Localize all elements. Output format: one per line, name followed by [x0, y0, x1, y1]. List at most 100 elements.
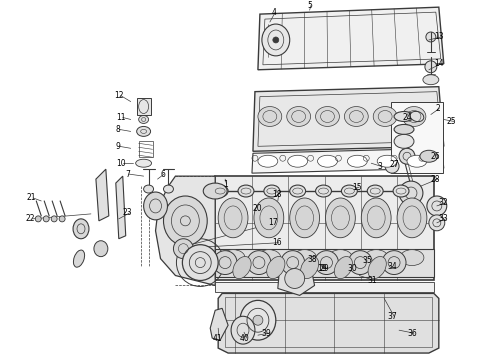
- Text: 1: 1: [223, 180, 228, 189]
- Bar: [225, 297, 432, 347]
- Ellipse shape: [328, 250, 352, 266]
- Ellipse shape: [407, 155, 427, 167]
- Bar: [391, 102, 443, 173]
- Text: 23: 23: [123, 208, 132, 217]
- Ellipse shape: [399, 181, 423, 205]
- Ellipse shape: [426, 32, 436, 42]
- Ellipse shape: [221, 250, 245, 266]
- Ellipse shape: [213, 251, 237, 275]
- Bar: [215, 283, 434, 292]
- Polygon shape: [252, 148, 444, 173]
- Ellipse shape: [293, 250, 317, 266]
- Ellipse shape: [315, 251, 339, 275]
- Bar: [215, 176, 434, 280]
- Text: 12: 12: [114, 91, 123, 100]
- Ellipse shape: [182, 245, 218, 280]
- Ellipse shape: [287, 107, 311, 126]
- Ellipse shape: [393, 185, 409, 197]
- Ellipse shape: [347, 155, 367, 167]
- Text: 3: 3: [377, 162, 382, 171]
- Ellipse shape: [218, 198, 248, 238]
- Ellipse shape: [267, 256, 285, 279]
- Ellipse shape: [394, 125, 414, 134]
- Ellipse shape: [254, 198, 284, 238]
- Ellipse shape: [361, 198, 391, 238]
- Text: 32: 32: [439, 198, 448, 207]
- Ellipse shape: [425, 61, 437, 73]
- Ellipse shape: [429, 215, 445, 231]
- Ellipse shape: [238, 185, 254, 197]
- Ellipse shape: [273, 37, 279, 43]
- Text: 4: 4: [272, 8, 277, 17]
- Polygon shape: [116, 176, 126, 239]
- Ellipse shape: [258, 107, 282, 126]
- Bar: [215, 249, 434, 276]
- Text: 9: 9: [116, 142, 121, 151]
- Ellipse shape: [377, 155, 397, 167]
- Ellipse shape: [74, 250, 85, 267]
- Ellipse shape: [233, 256, 251, 279]
- Text: 36: 36: [407, 329, 417, 338]
- Ellipse shape: [240, 300, 276, 340]
- Text: 31: 31: [367, 276, 377, 285]
- Ellipse shape: [212, 185, 228, 197]
- Ellipse shape: [264, 185, 280, 197]
- Bar: [139, 141, 152, 157]
- Bar: [137, 98, 150, 116]
- Ellipse shape: [59, 216, 65, 222]
- Text: 26: 26: [431, 152, 441, 161]
- Ellipse shape: [136, 159, 151, 167]
- Ellipse shape: [164, 196, 207, 246]
- Text: 14: 14: [434, 59, 443, 68]
- Ellipse shape: [367, 185, 383, 197]
- Ellipse shape: [382, 251, 406, 275]
- Ellipse shape: [285, 269, 305, 288]
- Ellipse shape: [364, 250, 388, 266]
- Ellipse shape: [139, 116, 148, 123]
- Text: 35: 35: [362, 256, 372, 265]
- Ellipse shape: [368, 256, 386, 279]
- Ellipse shape: [410, 111, 424, 122]
- Polygon shape: [155, 176, 215, 285]
- Ellipse shape: [203, 183, 227, 199]
- Ellipse shape: [137, 126, 150, 136]
- Ellipse shape: [300, 256, 318, 279]
- Ellipse shape: [420, 150, 438, 162]
- Ellipse shape: [262, 24, 290, 56]
- Polygon shape: [253, 87, 444, 151]
- Ellipse shape: [427, 196, 447, 216]
- Text: 20: 20: [253, 204, 263, 213]
- Text: 19: 19: [318, 264, 327, 273]
- Ellipse shape: [290, 185, 306, 197]
- Ellipse shape: [288, 155, 308, 167]
- Ellipse shape: [399, 148, 415, 164]
- Text: 8: 8: [116, 125, 121, 134]
- Polygon shape: [96, 169, 109, 221]
- Ellipse shape: [290, 198, 319, 238]
- Text: 28: 28: [431, 175, 441, 184]
- Text: 24: 24: [402, 113, 412, 122]
- Ellipse shape: [397, 198, 427, 238]
- Text: 25: 25: [447, 117, 456, 126]
- Ellipse shape: [73, 219, 89, 239]
- Ellipse shape: [402, 107, 426, 126]
- Text: 39: 39: [262, 329, 271, 338]
- Text: 41: 41: [212, 334, 222, 343]
- Ellipse shape: [247, 251, 271, 275]
- Text: 27: 27: [389, 160, 399, 169]
- Text: 7: 7: [126, 170, 131, 179]
- Text: 22: 22: [25, 214, 35, 223]
- Polygon shape: [278, 261, 315, 296]
- Polygon shape: [258, 7, 444, 70]
- Ellipse shape: [394, 134, 414, 148]
- Text: 34: 34: [387, 262, 397, 271]
- Ellipse shape: [164, 185, 173, 193]
- Text: 11: 11: [116, 113, 125, 122]
- Ellipse shape: [394, 112, 414, 121]
- Text: 17: 17: [268, 218, 277, 227]
- Ellipse shape: [316, 107, 340, 126]
- Ellipse shape: [400, 250, 424, 266]
- Ellipse shape: [258, 155, 278, 167]
- Text: 38: 38: [308, 255, 317, 264]
- Text: 10: 10: [116, 159, 125, 168]
